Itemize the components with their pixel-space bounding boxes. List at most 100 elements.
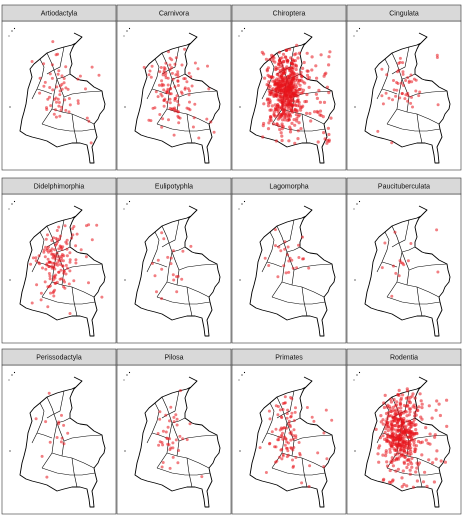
- occurrence-point: [392, 397, 396, 402]
- occurrence-point: [388, 450, 392, 454]
- occurrence-point: [409, 242, 413, 245]
- occurrence-point: [405, 451, 409, 455]
- occurrence-point: [409, 425, 413, 429]
- occurrence-point: [54, 243, 57, 247]
- occurrence-point: [398, 96, 402, 100]
- occurrence-point: [399, 406, 403, 410]
- occurrence-point: [386, 403, 390, 407]
- occurrence-point: [48, 277, 52, 281]
- occurrence-point: [62, 423, 66, 427]
- occurrence-point: [283, 118, 287, 122]
- panel-header: [116, 4, 232, 22]
- occurrence-point: [55, 85, 59, 89]
- occurrence-point: [388, 447, 392, 451]
- occurrence-point: [31, 256, 35, 260]
- occurrence-point: [35, 283, 39, 287]
- map: [353, 200, 451, 337]
- occurrence-point: [162, 88, 166, 92]
- occurrence-point: [44, 420, 48, 424]
- occurrence-point: [327, 132, 331, 137]
- occurrence-point: [263, 76, 267, 80]
- occurrence-point: [403, 428, 407, 432]
- occurrence-point: [301, 257, 305, 261]
- occurrence-point: [90, 65, 94, 69]
- occurrence-point: [97, 73, 101, 77]
- occurrence-point: [66, 87, 70, 91]
- occurrence-point: [58, 244, 62, 248]
- occurrence-point: [432, 480, 436, 484]
- occurrence-point: [384, 454, 388, 458]
- panel-frame: [231, 364, 347, 515]
- facet-panel: Primates: [231, 348, 347, 515]
- occurrence-point: [325, 85, 329, 89]
- occurrence-point: [291, 76, 295, 80]
- occurrence-point: [58, 114, 62, 118]
- occurrence-point: [178, 434, 182, 438]
- occurrence-point: [48, 284, 52, 288]
- occurrence-point: [284, 271, 288, 275]
- occurrence-point: [295, 77, 299, 81]
- occurrence-point: [395, 400, 399, 404]
- occurrence-point: [305, 69, 309, 73]
- occurrence-point: [285, 412, 289, 416]
- occurrence-point: [382, 401, 386, 405]
- occurrence-point: [288, 256, 292, 260]
- occurrence-point: [410, 465, 414, 469]
- occurrence-point: [412, 418, 416, 422]
- occurrence-point: [390, 456, 394, 460]
- occurrence-point: [166, 425, 170, 429]
- map: [123, 200, 221, 337]
- occurrence-point: [34, 256, 38, 260]
- occurrence-point: [319, 113, 323, 117]
- occurrence-point: [176, 72, 180, 76]
- occurrence-point: [435, 228, 439, 232]
- occurrence-point: [205, 117, 209, 121]
- occurrence-point: [41, 266, 44, 270]
- occurrence-point: [397, 441, 401, 445]
- occurrence-point: [322, 431, 326, 435]
- occurrence-point: [424, 426, 428, 430]
- occurrence-point: [401, 421, 405, 425]
- occurrence-point: [52, 236, 55, 240]
- map: [123, 371, 221, 508]
- occurrence-point: [292, 428, 296, 432]
- occurrence-point: [388, 442, 392, 446]
- occurrence-point: [156, 432, 160, 435]
- occurrence-point: [188, 100, 191, 104]
- occurrence-point: [64, 263, 68, 267]
- occurrence-point: [407, 400, 411, 404]
- occurrence-point: [381, 418, 385, 422]
- occurrence-point: [46, 305, 50, 309]
- occurrence-point: [47, 265, 51, 268]
- occurrence-point: [55, 100, 58, 104]
- occurrence-point: [391, 98, 394, 102]
- occurrence-point: [30, 60, 34, 63]
- occurrence-point: [393, 412, 397, 416]
- occurrence-point: [434, 457, 438, 461]
- occurrence-point: [380, 266, 384, 270]
- occurrence-point: [437, 402, 441, 406]
- occurrence-point: [323, 137, 327, 141]
- occurrence-point: [168, 63, 172, 67]
- occurrence-point: [417, 94, 421, 98]
- occurrence-point: [395, 81, 399, 84]
- occurrence-point: [427, 458, 431, 462]
- occurrence-point: [391, 464, 395, 468]
- occurrence-point: [289, 81, 293, 85]
- occurrence-point: [383, 437, 387, 441]
- occurrence-point: [283, 55, 288, 59]
- occurrence-point: [148, 69, 152, 73]
- occurrence-point: [315, 96, 319, 100]
- occurrence-point: [59, 259, 63, 263]
- occurrence-point: [63, 98, 67, 102]
- occurrence-point: [399, 444, 403, 448]
- occurrence-point: [294, 94, 298, 98]
- occurrence-point: [393, 432, 398, 436]
- occurrence-point: [383, 393, 387, 397]
- occurrence-point: [280, 124, 284, 128]
- occurrence-point: [400, 485, 404, 489]
- occurrence-point: [62, 269, 66, 273]
- occurrence-point: [45, 248, 49, 252]
- occurrence-point: [57, 104, 61, 108]
